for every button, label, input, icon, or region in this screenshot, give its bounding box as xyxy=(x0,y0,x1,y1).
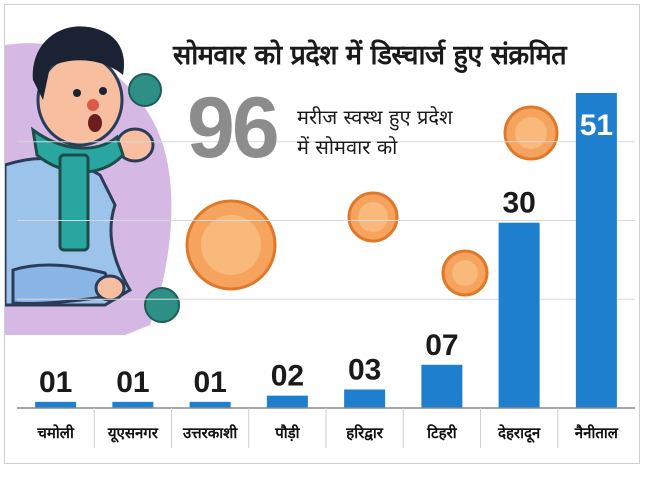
x-tick-label: हरिद्वार xyxy=(345,424,383,442)
x-tick-label: टिहरी xyxy=(426,424,458,442)
subtitle-line-1: मरीज स्वस्थ हुए प्रदेश xyxy=(297,105,453,129)
lower-hand-shape xyxy=(94,274,126,302)
infographic-frame: 01 01 01 02 03 07 30 51 चमोली यूएसनगर उत्तरकाशी पौ… xyxy=(4,4,640,464)
virus-icon xyxy=(347,191,399,243)
x-tick-label: यूएसनगर xyxy=(107,424,159,443)
nose-shape xyxy=(87,99,99,111)
chart-bars xyxy=(35,93,617,408)
chart-gridlines xyxy=(17,141,635,300)
chart-x-axis: चमोली यूएसनगर उत्तरकाशी पौड़ी हरिद्वार टिहरी द… xyxy=(17,407,635,448)
mouth-shape xyxy=(88,114,102,132)
virus-icon xyxy=(144,287,180,323)
subtitle-line-2: में सोमवार को xyxy=(297,135,398,159)
chart-data-labels: 01 01 01 02 03 07 30 51 xyxy=(39,109,613,399)
x-tick-label: चमोली xyxy=(36,424,75,442)
x-tick-label: देहरादून xyxy=(497,424,541,443)
bar xyxy=(266,395,308,408)
x-tick-label: उत्तरकाशी xyxy=(182,424,238,442)
data-label: 07 xyxy=(425,329,458,362)
data-label: 30 xyxy=(502,187,535,220)
data-label: 01 xyxy=(193,366,226,399)
sick-person-illustration xyxy=(5,26,559,336)
bar xyxy=(344,389,386,408)
virus-icon xyxy=(128,73,162,107)
data-label: 02 xyxy=(271,360,304,393)
bar xyxy=(575,93,617,408)
scarf-shape xyxy=(30,126,125,174)
bar xyxy=(421,364,463,408)
eye-shape xyxy=(99,87,107,95)
data-label: 03 xyxy=(348,353,381,386)
x-tick-label: नैनीताल xyxy=(574,424,619,442)
data-label: 51 xyxy=(580,109,613,142)
x-tick-label: पौड़ी xyxy=(274,424,300,442)
bar xyxy=(498,222,540,408)
eye-shape xyxy=(73,89,81,97)
total-recovered-number: 96 xyxy=(187,80,280,176)
virus-icon xyxy=(441,249,489,297)
bar-chart: 01 01 01 02 03 07 30 51 चमोली यूएसनगर उत्तरकाशी पौ… xyxy=(17,93,635,448)
virus-icon xyxy=(185,199,277,291)
scarf-tail xyxy=(58,153,90,252)
virus-icon xyxy=(503,105,559,161)
bar xyxy=(112,401,154,408)
chart-title: सोमवार को प्रदेश में डिस्चार्ज हुए संक्र… xyxy=(173,40,567,71)
bar xyxy=(189,401,231,408)
data-label: 01 xyxy=(39,366,72,399)
data-label: 01 xyxy=(116,366,149,399)
hair-shape xyxy=(32,26,125,101)
bar xyxy=(35,401,77,408)
